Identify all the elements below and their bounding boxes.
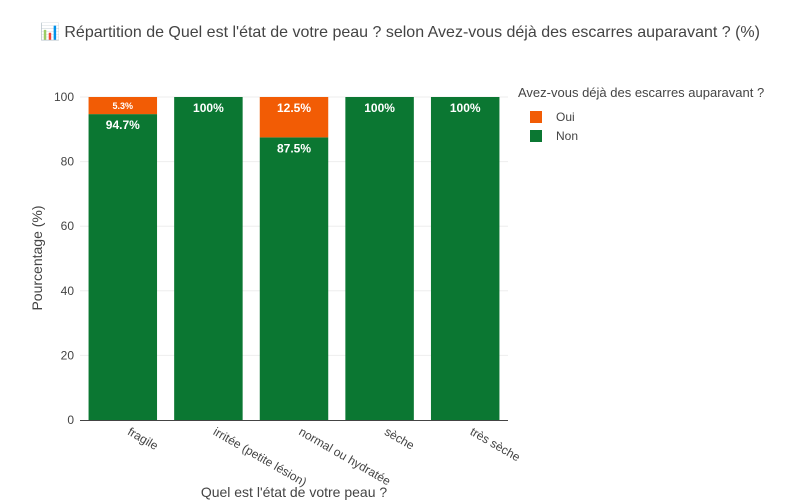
y-tick-label: 40 — [61, 284, 75, 298]
y-tick-label: 80 — [61, 155, 75, 169]
bars — [88, 97, 500, 420]
bar-label: 100% — [450, 101, 481, 115]
bar-oui-0[interactable] — [88, 97, 158, 115]
x-tick-label: normal ou hydratée — [297, 424, 394, 488]
x-axis-ticks: fragile irritée (petite lésion)normal ou … — [125, 424, 523, 489]
legend-items: Oui Non — [530, 110, 578, 143]
bar-label: 12.5% — [277, 101, 311, 115]
legend: Avez-vous déjà des escarres auparavant ?… — [518, 85, 764, 143]
legend-swatch-non[interactable] — [530, 130, 542, 142]
y-tick-label: 100 — [54, 90, 74, 104]
bar-non-2[interactable] — [259, 137, 329, 420]
y-tick-label: 60 — [61, 219, 75, 233]
legend-title: Avez-vous déjà des escarres auparavant ? — [518, 85, 764, 100]
bar-label: 94.7% — [106, 118, 140, 132]
bar-label: 100% — [364, 101, 395, 115]
legend-label-non: Non — [556, 129, 578, 143]
bar-oui-2[interactable] — [259, 97, 329, 138]
bar-label: 87.5% — [277, 141, 311, 155]
legend-swatch-oui[interactable] — [530, 111, 542, 123]
chart-title: 📊 Répartition de Quel est l'état de votr… — [40, 24, 760, 41]
x-tick-label: fragile — [125, 424, 161, 453]
y-axis-ticks: 0 20 40 60 80 100 — [54, 90, 74, 427]
x-tick-label: sèche — [382, 424, 417, 452]
y-axis-title: Pourcentage (%) — [29, 205, 45, 310]
y-tick-label: 20 — [61, 348, 75, 362]
bar-non-0[interactable] — [88, 114, 158, 420]
x-tick-label: très sèche — [468, 424, 523, 464]
bar-label: 100% — [193, 101, 224, 115]
legend-label-oui: Oui — [556, 110, 575, 124]
y-tick-label: 0 — [67, 413, 74, 427]
x-axis-title: Quel est l'état de votre peau ? — [201, 484, 388, 500]
bar-non-4[interactable] — [430, 97, 500, 420]
bar-non-1[interactable] — [174, 97, 243, 420]
bar-non-3[interactable] — [345, 97, 414, 420]
x-tick-label: irritée (petite lésion) — [211, 424, 309, 489]
bar-labels: 94.7% 5.3% 100% 87.5% 12.5% 100% 100% — [106, 101, 481, 155]
bar-label: 5.3% — [113, 101, 134, 111]
